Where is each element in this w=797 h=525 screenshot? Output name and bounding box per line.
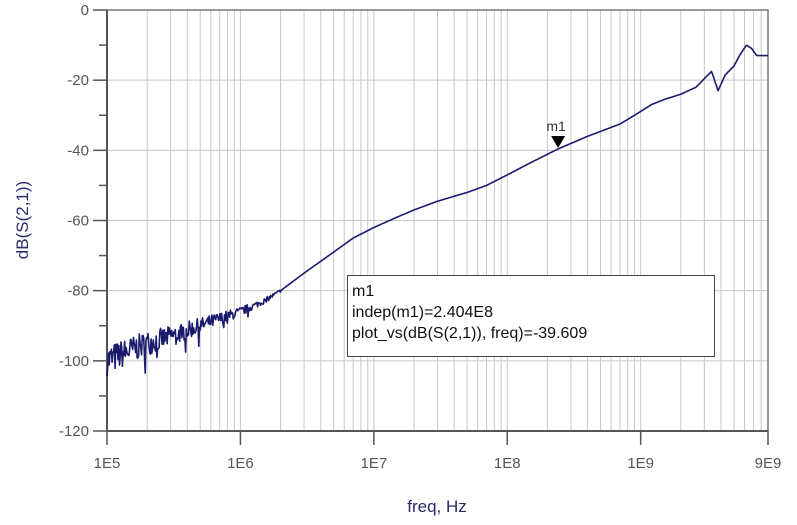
y-tick-label: -80 — [67, 283, 89, 300]
y-tick-label: -100 — [59, 353, 89, 370]
x-tick-label: 1E7 — [360, 455, 387, 472]
x-axis-ticks: 1E5 1E6 1E7 1E8 1E9 9E9 — [94, 431, 782, 472]
y-tick-label: -60 — [67, 213, 89, 230]
y-tick-label: -40 — [67, 142, 89, 159]
y-tick-label: 0 — [81, 2, 89, 19]
readout-dep-value: plot_vs(dB(S(2,1)), freq)=-39.609 — [352, 325, 588, 342]
marker-readout-box[interactable]: m1 indep(m1)=2.404E8 plot_vs(dB(S(2,1)),… — [347, 275, 715, 357]
marker-m1-triangle-icon[interactable] — [551, 135, 566, 148]
y-axis-ticks: 0 -20 -40 -60 -80 -100 -120 — [59, 2, 107, 440]
readout-indep-value: indep(m1)=2.404E8 — [352, 304, 493, 321]
y-tick-label: -120 — [59, 423, 89, 440]
readout-marker-name: m1 — [352, 283, 375, 300]
y-axis-title: dB(S(2,1)) — [13, 181, 32, 259]
x-tick-label: 1E5 — [94, 455, 121, 472]
marker-layer: m1 — [546, 118, 566, 148]
x-tick-label: 1E8 — [494, 455, 521, 472]
s21-trace — [106, 44, 769, 377]
y-tick-label: -20 — [67, 72, 89, 89]
x-axis-title: freq, Hz — [407, 497, 467, 516]
marker-m1-label: m1 — [546, 118, 566, 134]
x-tick-label: 1E6 — [227, 455, 254, 472]
x-tick-label: 9E9 — [755, 455, 782, 472]
x-tick-label: 1E9 — [627, 455, 654, 472]
grid-lines — [106, 9, 769, 432]
